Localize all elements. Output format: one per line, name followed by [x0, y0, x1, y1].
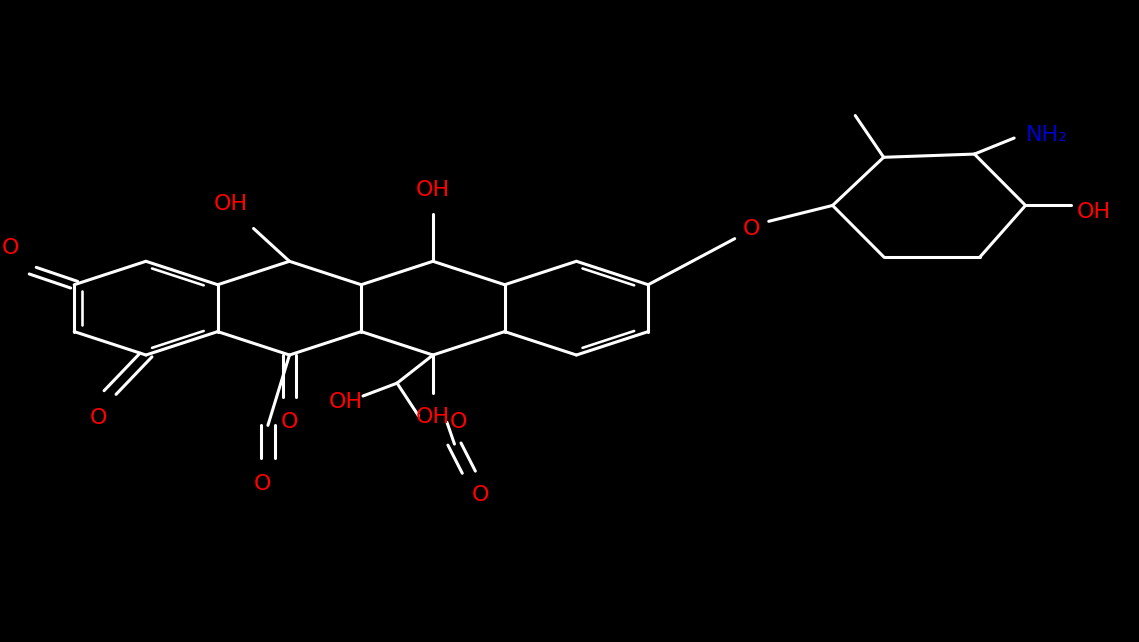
Text: O: O — [280, 412, 298, 431]
Text: OH: OH — [329, 392, 363, 412]
Text: OH: OH — [214, 194, 248, 214]
Text: NH₂: NH₂ — [1025, 125, 1067, 145]
Text: O: O — [450, 412, 467, 432]
Text: O: O — [1, 238, 19, 258]
Text: OH: OH — [416, 407, 450, 427]
Text: O: O — [472, 485, 489, 505]
Text: O: O — [254, 474, 271, 494]
Text: OH: OH — [1076, 202, 1111, 222]
Text: O: O — [90, 408, 107, 428]
Text: OH: OH — [416, 180, 450, 200]
Text: O: O — [743, 219, 761, 239]
